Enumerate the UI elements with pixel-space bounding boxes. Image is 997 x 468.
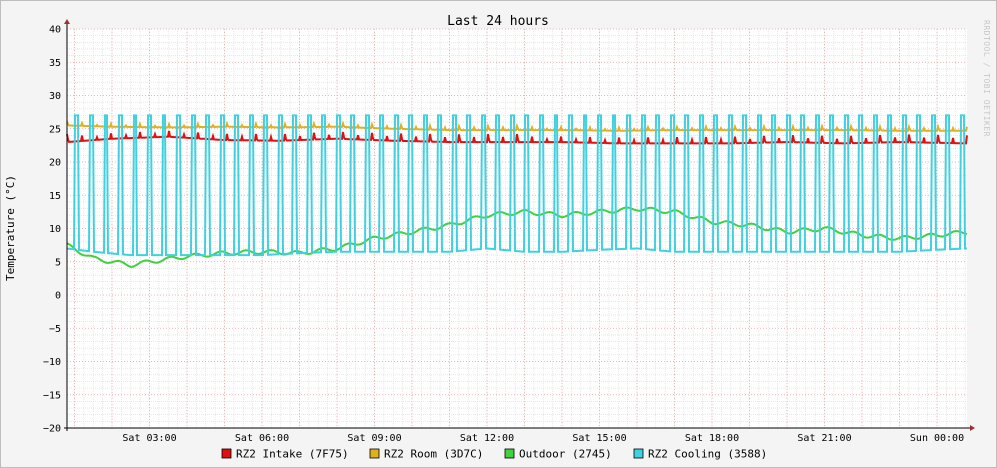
x-tick-labels: Sat 03:00 Sat 06:00 Sat 09:00 Sat 12:00 Sat … (122, 433, 964, 444)
series-line-0 (66, 130, 968, 145)
rrdtool-watermark: RRDTOOL / TOBI OETIKER (982, 20, 991, 137)
x-tick-label: Sat 12:00 (460, 433, 514, 444)
x-axis-arrow (970, 425, 975, 431)
y-tick-label: 10 (49, 224, 61, 235)
x-tick-label: Sat 03:00 (122, 433, 176, 444)
y-tick-label: 0 (55, 291, 61, 302)
y-tick-label: 40 (49, 25, 61, 36)
y-tick-label: 5 (55, 257, 61, 268)
x-tick-label: Sat 15:00 (572, 433, 626, 444)
series-line-1 (66, 120, 968, 132)
legend-label: RZ2 Room (3D7C) (384, 448, 483, 461)
y-tick-labels: 40 35 30 25 20 15 10 5 0 −5 −10 −15 −20 (43, 25, 61, 435)
y-tick-label: −10 (43, 357, 61, 368)
x-tick-label: Sun 00:00 (910, 433, 964, 444)
y-tick-label: −5 (49, 324, 61, 335)
axes (64, 19, 975, 431)
y-tick-label: 30 (49, 91, 61, 102)
x-tick-label: Sat 21:00 (797, 433, 851, 444)
legend-swatch (633, 448, 644, 459)
x-tick-label: Sat 06:00 (235, 433, 289, 444)
legend-swatch (221, 448, 232, 459)
legend-label: Outdoor (2745) (519, 448, 612, 461)
y-tick-label: −20 (43, 424, 61, 435)
chart-title: Last 24 hours (447, 14, 549, 29)
y-tick-label: 35 (49, 58, 61, 69)
y-axis-arrow (64, 19, 70, 24)
legend-label: RZ2 Intake (7F75) (236, 448, 349, 461)
series-line-2 (66, 206, 967, 269)
series-layer (66, 114, 968, 269)
y-tick-label: −15 (43, 390, 61, 401)
y-axis-label: Temperature (°C) (4, 175, 17, 281)
x-tick-label: Sat 09:00 (347, 433, 401, 444)
y-tick-label: 15 (49, 191, 61, 202)
y-tick-label: 25 (49, 124, 61, 135)
legend-swatch (369, 448, 380, 459)
y-tick-label: 20 (49, 158, 61, 169)
legend: RZ2 Intake (7F75) RZ2 Room (3D7C) Outdoor … (221, 448, 767, 461)
legend-swatch (504, 448, 515, 459)
series-line-3 (66, 114, 968, 257)
x-tick-label: Sat 18:00 (685, 433, 739, 444)
legend-label: RZ2 Cooling (3588) (648, 448, 767, 461)
